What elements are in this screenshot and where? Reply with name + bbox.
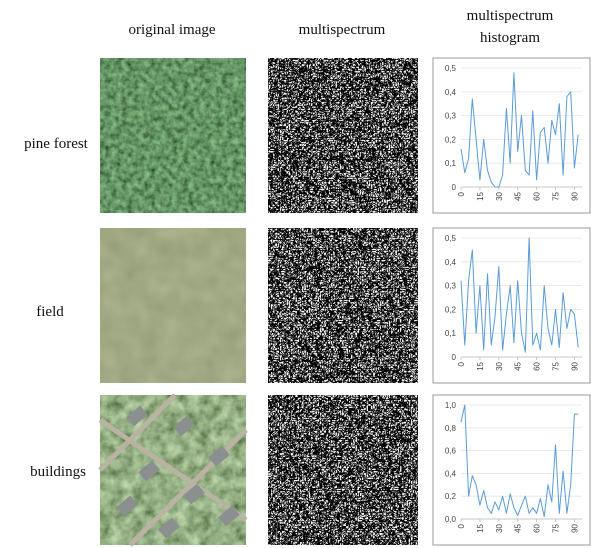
- histogram: 0 0,1 0,2 0,3 0,4 0,5 0 15 30 45 60 75 90: [433, 228, 590, 383]
- spectrum-image: [268, 395, 418, 545]
- x-tick-label: 30: [495, 523, 504, 532]
- x-tick-label: 45: [514, 191, 523, 200]
- column-header: multispectrum: [299, 22, 386, 38]
- x-tick-label: 75: [552, 361, 561, 370]
- x-tick-label: 90: [570, 361, 579, 370]
- y-tick-label: 0: [452, 183, 457, 192]
- x-tick-label: 90: [570, 191, 579, 200]
- y-tick-label: 0: [452, 353, 457, 362]
- row-label: pine forest: [24, 136, 89, 152]
- y-tick-label: 0,3: [445, 282, 457, 291]
- row-label: field: [36, 304, 64, 320]
- histogram: 0,0 0,2 0,4 0,6 0,8 1,0 0 15 30 45 60 75 90: [433, 395, 590, 545]
- forest-image: [100, 58, 246, 213]
- x-tick-label: 45: [514, 523, 523, 532]
- column-header: multispectrum: [467, 8, 554, 24]
- chart-frame: [433, 395, 590, 545]
- y-tick-label: 0,1: [445, 159, 457, 168]
- x-tick-label: 15: [476, 361, 485, 370]
- y-tick-label: 0,4: [445, 88, 457, 97]
- y-tick-label: 0,3: [445, 112, 457, 121]
- figure: original image multispectrum multispectr…: [0, 0, 591, 548]
- x-tick-label: 0: [457, 361, 466, 366]
- row-label: buildings: [30, 464, 86, 480]
- x-tick-label: 75: [552, 191, 561, 200]
- buildings-image: [100, 395, 246, 545]
- x-tick-label: 90: [570, 523, 579, 532]
- x-tick-label: 0: [457, 523, 466, 528]
- x-tick-label: 0: [457, 191, 466, 196]
- y-tick-label: 0,8: [445, 424, 457, 433]
- x-tick-label: 60: [533, 523, 542, 532]
- y-tick-label: 0,5: [445, 64, 457, 73]
- x-tick-label: 60: [533, 361, 542, 370]
- y-tick-label: 0,4: [445, 258, 457, 267]
- y-tick-label: 0,5: [445, 234, 457, 243]
- x-tick-label: 30: [495, 191, 504, 200]
- histogram: 0 0,1 0,2 0,3 0,4 0,5 0 15 30 45 60 75 90: [433, 58, 590, 213]
- column-header: original image: [128, 22, 215, 38]
- spectrum-image: [268, 228, 418, 383]
- y-tick-label: 0,2: [445, 492, 457, 501]
- y-tick-label: 0,4: [445, 469, 457, 478]
- y-tick-label: 0,2: [445, 135, 457, 144]
- spectrum-image: [268, 58, 418, 213]
- field-image: [100, 228, 246, 383]
- x-tick-label: 45: [514, 361, 523, 370]
- y-tick-label: 0,6: [445, 447, 457, 456]
- x-tick-label: 15: [476, 191, 485, 200]
- x-tick-label: 75: [552, 523, 561, 532]
- column-header: histogram: [480, 30, 540, 46]
- y-tick-label: 1,0: [445, 401, 457, 410]
- y-tick-label: 0,2: [445, 305, 457, 314]
- x-tick-label: 30: [495, 361, 504, 370]
- x-tick-label: 15: [476, 523, 485, 532]
- x-tick-label: 60: [533, 191, 542, 200]
- y-tick-label: 0,0: [445, 515, 457, 524]
- y-tick-label: 0,1: [445, 329, 457, 338]
